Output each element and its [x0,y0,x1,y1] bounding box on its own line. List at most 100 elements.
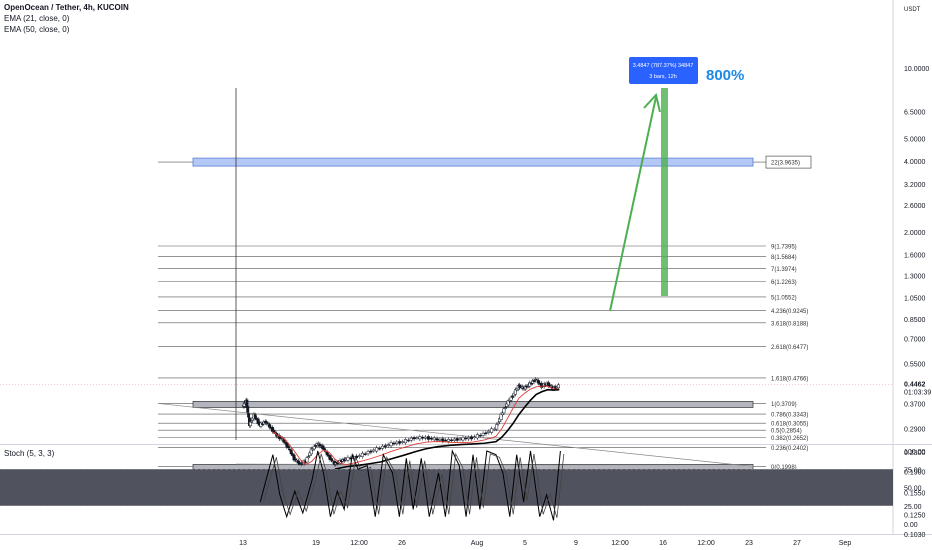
candle-body [395,441,399,444]
fib-label-13: 0.5(0.2854) [771,429,802,435]
stoch-tick-1: 75.00 [904,467,922,474]
fib-label-2: 8(1.5684) [771,255,797,261]
price-tick-4: 3.2000 [904,182,926,189]
stoch-tick-3: 25.00 [904,504,922,511]
candle-body [306,456,310,458]
candle-body [435,438,439,441]
descending-trendline [157,403,754,467]
candle-body [424,436,428,439]
candle-body [557,384,560,389]
candle-body [458,438,462,441]
candle-body [464,437,468,440]
candle-body [461,437,465,441]
price-tick-9: 1.0500 [904,295,926,302]
candle-body [346,456,350,461]
current-price-label: 0.4462 [904,382,926,389]
candle-body [389,442,393,447]
candle-body [449,439,453,442]
candle-body [329,458,333,461]
fib-label-10: 1(0.3709) [771,402,797,408]
fib-label-15: 0.236(0.2402) [771,446,808,452]
stoch-legend: Stoch (5, 3, 3) [4,449,55,458]
candle-body [418,436,422,440]
stoch-k-line [259,449,561,521]
price-tick-17: 0.1900 [904,470,926,477]
fib-label-3: 7(1.3974) [771,267,797,273]
stoch-tick-4: 0.00 [904,522,918,529]
candle-body [470,436,474,440]
price-tick-10: 0.8500 [904,317,926,324]
fib-label-box [765,155,812,169]
candle-body [398,441,402,444]
time-tick-3: 26 [398,540,406,547]
candle-body [272,430,276,433]
candle-body [490,428,494,433]
candle-body [441,438,445,442]
candle-body [409,437,413,441]
candle-body [375,447,379,452]
chart-legend: OpenOcean / Tether, 4h, KUCOIN EMA (21, … [4,2,129,35]
candle-body [412,437,416,440]
ema21-legend: EMA (21, close, 0) [4,14,70,23]
candle-body [296,460,300,464]
candle-body [438,438,442,441]
time-tick-2: 12:00 [350,540,368,547]
candle-body [501,412,504,415]
target-zone [192,157,754,167]
candle-body [426,436,430,440]
price-tick-2: 5.0000 [904,136,926,143]
stoch-tick-2: 50.00 [904,486,922,493]
fib-label-7: 3.618(0.8188) [771,321,808,327]
price-tick-20: 0.1030 [904,532,926,539]
time-tick-4: Aug [471,540,484,547]
time-tick-1: 19 [312,540,320,547]
candle-body [455,438,459,441]
fib-label-4: 6(1.2263) [771,280,797,286]
time-tick-12: Sep [839,540,852,547]
candle-body [378,448,382,450]
candle-body [386,444,390,446]
price-tick-11: 0.7000 [904,337,926,344]
fib-label-8: 2.618(0.6477) [771,345,808,351]
time-tick-7: 12:00 [611,540,629,547]
candle-body [380,445,384,449]
projection-arrow [609,96,657,312]
price-tick-15: 0.2900 [904,427,926,434]
fib-label-12: 0.618(0.3055) [771,422,808,428]
candle-body [372,449,376,452]
axis-currency: USDT [904,7,921,13]
stoch-d-line [263,452,565,518]
price-tick-18: 0.1550 [904,490,926,497]
candle-body [289,449,293,455]
candle-body [406,439,410,442]
price-tick-14: 0.3700 [904,402,926,409]
candle-body [496,422,500,425]
measure-bar [661,88,668,296]
candle-body [444,439,448,442]
candle-body [467,437,471,440]
candle-body [472,436,476,438]
fib-label-16: 0(0.1998) [771,465,797,471]
price-tick-16: 0.2300 [904,450,926,457]
candle-body [383,445,387,448]
candle-body [432,437,436,441]
candle-body [481,433,485,436]
candle-body [421,436,425,439]
candle-body [360,452,364,457]
time-tick-10: 23 [745,540,753,547]
flat-trendline [235,463,754,467]
candle-body [246,406,250,413]
fib-label-1: 9(1.7395) [771,244,797,250]
fib-label-11: 0.786(0.3343) [771,413,808,419]
candle-body [268,424,272,428]
price-tick-5: 2.6000 [904,203,926,210]
time-tick-5: 5 [523,540,527,547]
candle-body [314,445,318,447]
price-tick-7: 1.6000 [904,253,926,260]
candle-body [452,438,456,441]
price-tick-0: 10.0000 [904,66,929,73]
candle-body [502,408,506,414]
price-tick-3: 4.0000 [904,159,926,166]
candle-body [366,451,370,455]
